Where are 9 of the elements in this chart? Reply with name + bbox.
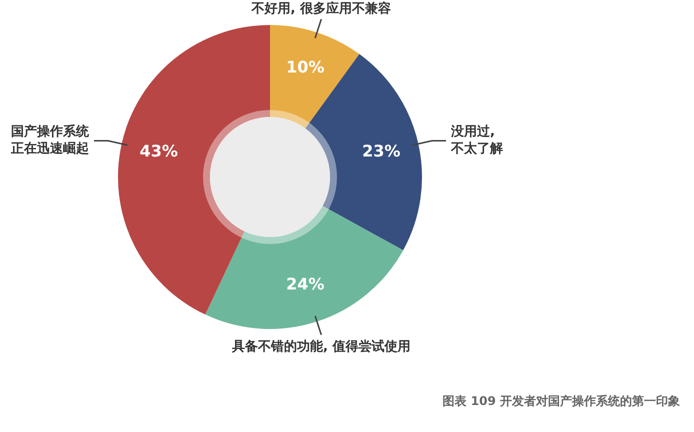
slice-label: 具备不错的功能, 值得尝试使用: [231, 338, 411, 354]
data-label: 23%: [362, 141, 400, 160]
data-label: 24%: [286, 274, 324, 294]
slice-label: 没用过,不太了解: [450, 124, 503, 157]
text: 图表 109 开发者对国产操作系统的第一印象: [442, 393, 680, 410]
data-label: 43%: [140, 141, 178, 160]
data-label: 10%: [286, 58, 324, 77]
slice-label: 不好用, 很多应用不兼容: [250, 0, 392, 16]
slice-label: 国产操作系统正在迅速崛起: [10, 124, 90, 157]
